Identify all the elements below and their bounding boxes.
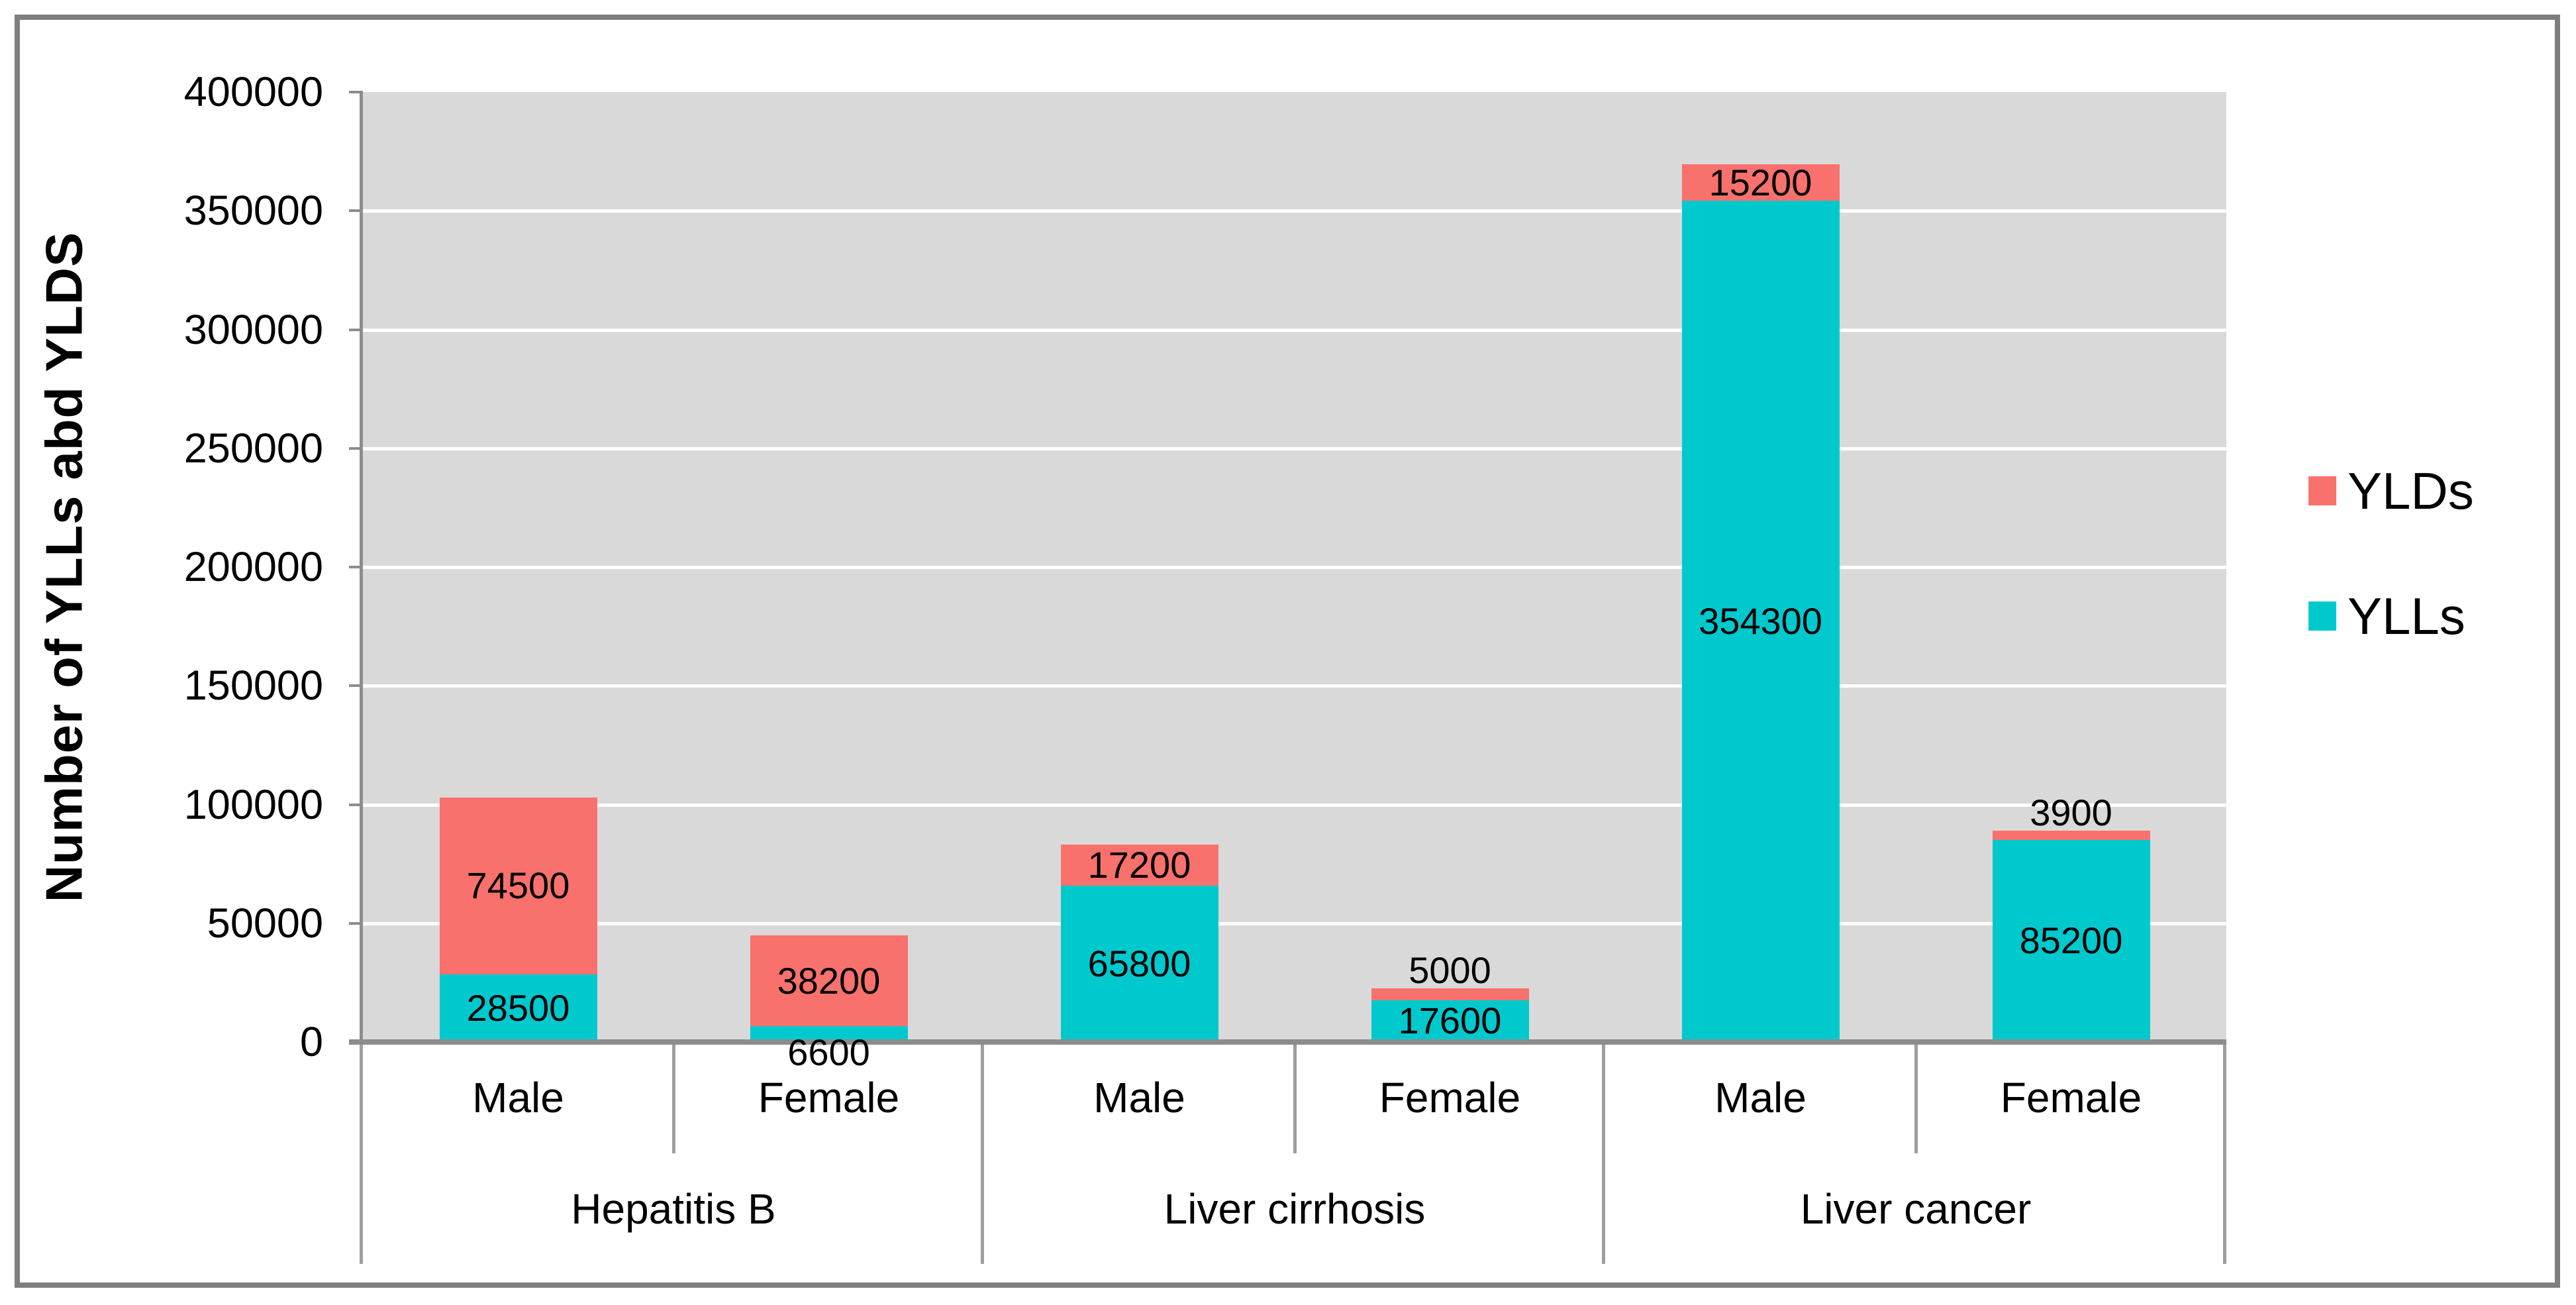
data-label-ylds: 5000 [1409, 949, 1491, 991]
group-label: Hepatitis B [571, 1184, 776, 1233]
y-tick-label: 250000 [183, 425, 323, 472]
chart-outer-frame [15, 15, 2560, 1288]
category-label-male: Male [1714, 1074, 1807, 1122]
bar-segment-ylds [1371, 988, 1529, 1000]
y-gridline [363, 328, 2226, 332]
data-label-ylls: 65800 [1087, 943, 1191, 985]
bar-segment-ylls [439, 974, 597, 1042]
y-axis-tick-mark [349, 921, 363, 925]
bar-segment-ylls [1060, 886, 1218, 1042]
data-label-ylds: 17200 [1087, 844, 1191, 886]
y-axis-tick-mark [349, 328, 363, 331]
bar-segment-ylls [1371, 1000, 1529, 1042]
legend-label: YLLs [2348, 587, 2465, 645]
bar-segment-ylds [1060, 845, 1218, 886]
x-axis-line [349, 1039, 2226, 1045]
legend-item-ylls: YLLs [2308, 590, 2465, 643]
category-group-border [1602, 1042, 1605, 1264]
group-label: Liver cirrhosis [1164, 1184, 1426, 1233]
y-gridline [363, 209, 2226, 213]
legend-swatch-icon [2308, 476, 2336, 505]
legend-swatch-icon [2308, 601, 2336, 631]
y-gridline [363, 446, 2226, 450]
y-tick-label: 100000 [183, 781, 323, 828]
category-label-male: Male [472, 1074, 564, 1122]
data-label-ylds: 74500 [466, 864, 570, 907]
bar-segment-ylds [750, 935, 908, 1027]
y-gridline [363, 921, 2226, 925]
bar-segment-ylds [439, 797, 597, 974]
legend-label: YLDs [2348, 462, 2474, 520]
category-group-border [2223, 1042, 2226, 1264]
data-label-ylls: 354300 [1699, 600, 1822, 642]
bar-segment-ylls [1681, 200, 1840, 1042]
data-label-ylds: 3900 [2030, 791, 2112, 833]
category-sex-border [672, 1042, 675, 1153]
data-label-ylls: 17600 [1398, 1000, 1502, 1042]
bar-segment-ylls [750, 1026, 908, 1042]
y-gridline [363, 684, 2226, 688]
category-group-border [360, 1042, 363, 1264]
category-group-border [981, 1042, 984, 1264]
y-axis-tick-mark [349, 446, 363, 450]
category-label-male: Male [1093, 1074, 1185, 1122]
y-tick-label: 400000 [183, 69, 323, 115]
legend-item-ylds: YLDs [2308, 464, 2474, 517]
bar-segment-ylds [1681, 164, 1840, 201]
y-axis-tick-mark [349, 209, 363, 213]
y-tick-label: 300000 [183, 306, 323, 353]
group-label: Liver cancer [1800, 1184, 2032, 1233]
category-sex-border [1914, 1042, 1918, 1153]
data-label-ylls: 28500 [466, 986, 570, 1029]
bar-segment-ylds [1992, 830, 2150, 840]
data-label-ylds: 38200 [777, 959, 881, 1002]
data-label-ylls: 85200 [2019, 919, 2123, 962]
category-sex-border [1293, 1042, 1297, 1153]
y-axis-tick-mark [349, 684, 363, 688]
data-label-ylls: 6600 [787, 1031, 870, 1074]
y-axis-tick-mark [349, 803, 363, 806]
category-label-female: Female [758, 1074, 900, 1122]
y-tick-label: 0 [299, 1019, 323, 1065]
y-tick-label: 50000 [207, 900, 323, 947]
y-axis-tick-mark [349, 91, 363, 93]
bar-segment-ylls [1992, 839, 2150, 1042]
category-label-female: Female [1379, 1074, 1521, 1122]
y-axis-tick-mark [349, 566, 363, 568]
y-tick-label: 200000 [183, 544, 323, 590]
y-tick-label: 350000 [183, 187, 323, 235]
y-gridline [363, 566, 2226, 569]
category-label-female: Female [2000, 1074, 2142, 1122]
data-label-ylds: 15200 [1709, 161, 1812, 203]
y-gridline [363, 803, 2226, 807]
y-tick-label: 150000 [183, 662, 323, 709]
